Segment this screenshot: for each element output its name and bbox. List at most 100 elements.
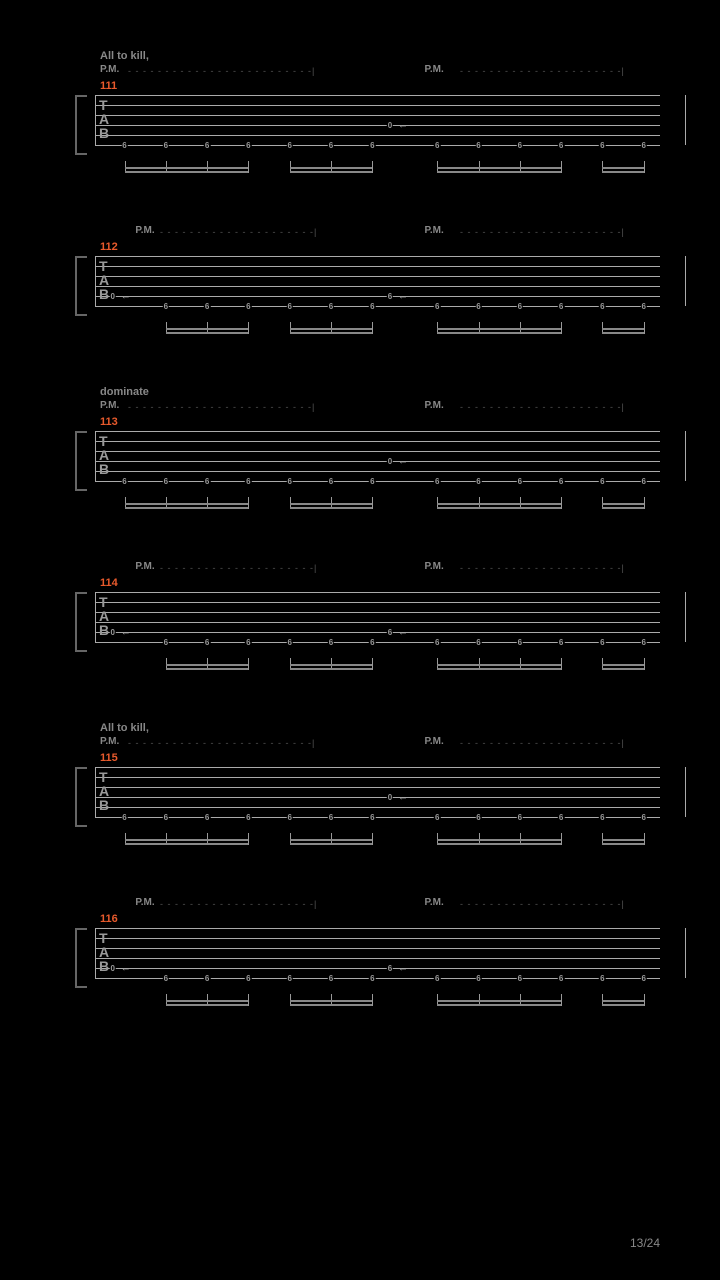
palm-mute-dashes: - - - - - - - - - - - - - - - - - - - - … [460, 66, 625, 76]
staff-lines [95, 256, 660, 306]
fret-number: 6 [121, 813, 127, 822]
fret-number: 6 [286, 477, 292, 486]
fret-number: 6 [163, 974, 169, 983]
fret-number: 6 [599, 974, 605, 983]
fret-number: 6 [434, 638, 440, 647]
measure-block: dominate P.M.- - - - - - - - - - - - - - … [55, 386, 660, 513]
fret-number: 6 [599, 477, 605, 486]
fret-number: 6 [369, 813, 375, 822]
fret-number: 0 [387, 793, 393, 802]
fret-number: 6 [434, 302, 440, 311]
fret-number: 6 [434, 141, 440, 150]
fret-number: 6 [640, 974, 646, 983]
staff-bracket [75, 256, 87, 316]
measure-block: P.M. - - - - - - - - - - - - - - - - - - … [55, 561, 660, 674]
slide-arrow: ← [398, 792, 408, 803]
slide-arrow: ← [398, 120, 408, 131]
measure-number: 113 [100, 416, 660, 428]
fret-number: 6 [369, 974, 375, 983]
fret-number: 6 [245, 974, 251, 983]
measure-number: 116 [100, 913, 660, 925]
fret-number: 6 [245, 638, 251, 647]
fret-number: 6 [245, 477, 251, 486]
fret-number: 6 [204, 302, 210, 311]
staff-lines [95, 928, 660, 978]
lyric-text: dominate [100, 386, 660, 398]
fret-number: 6 [121, 141, 127, 150]
tab-clef-letter: B [99, 125, 109, 141]
slide-arrow: ← [398, 963, 408, 974]
fret-number: 6 [599, 302, 605, 311]
palm-mute-row: P.M.- - - - - - - - - - - - - - - - - - … [100, 400, 660, 416]
fret-number: 6 [434, 813, 440, 822]
fret-number: 6 [475, 302, 481, 311]
palm-mute-label: P.M. [135, 225, 154, 236]
fret-number: 6 [475, 141, 481, 150]
palm-mute-label: P.M. [100, 736, 119, 747]
lyric-text: All to kill, [100, 50, 660, 62]
fret-number: 6 [517, 813, 523, 822]
palm-mute-label: P.M. [425, 561, 444, 572]
fret-number: 6 [387, 628, 393, 637]
fret-number: 6 [475, 477, 481, 486]
slide-arrow: ← [121, 627, 131, 638]
fret-number: 6 [328, 638, 334, 647]
staff-bracket [75, 431, 87, 491]
tab-staff: TAB6666666666660←6← [75, 928, 660, 988]
fret-number: 6 [640, 477, 646, 486]
tab-clef-letter: B [99, 797, 109, 813]
staff-lines [95, 767, 660, 817]
palm-mute-dashes: - - - - - - - - - - - - - - - - - - - - … [128, 66, 315, 76]
fret-number: 6 [163, 477, 169, 486]
fret-number: 6 [640, 813, 646, 822]
palm-mute-label: P.M. [100, 400, 119, 411]
tab-staff: TAB6666666666660←6← [75, 256, 660, 316]
palm-mute-dashes: - - - - - - - - - - - - - - - - - - - - … [460, 227, 625, 237]
tab-staff: TAB66666666666660← [75, 767, 660, 827]
fret-number: 6 [245, 141, 251, 150]
fret-number: 6 [204, 638, 210, 647]
tab-staff: TAB66666666666660← [75, 95, 660, 155]
measure-number: 114 [100, 577, 660, 589]
measure-block: All to kill, P.M.- - - - - - - - - - - - … [55, 50, 660, 177]
staff-bracket [75, 592, 87, 652]
fret-number: 6 [245, 813, 251, 822]
palm-mute-row: P.M. - - - - - - - - - - - - - - - - - - … [100, 561, 660, 577]
fret-number: 6 [286, 302, 292, 311]
fret-number: 6 [245, 302, 251, 311]
beam-row [95, 318, 660, 338]
fret-number: 6 [517, 302, 523, 311]
fret-number: 6 [517, 477, 523, 486]
palm-mute-dashes: - - - - - - - - - - - - - - - - - - - - … [460, 899, 625, 909]
palm-mute-label: P.M. [135, 561, 154, 572]
palm-mute-row: P.M. - - - - - - - - - - - - - - - - - - … [100, 225, 660, 241]
palm-mute-label: P.M. [425, 225, 444, 236]
tab-clef-letter: B [99, 622, 109, 638]
fret-number: 6 [163, 813, 169, 822]
palm-mute-dashes: - - - - - - - - - - - - - - - - - - - - … [160, 563, 317, 573]
tab-staff: TAB6666666666660←6← [75, 592, 660, 652]
fret-number: 6 [475, 813, 481, 822]
fret-number: 6 [558, 974, 564, 983]
measure-number: 115 [100, 752, 660, 764]
palm-mute-dashes: - - - - - - - - - - - - - - - - - - - - … [128, 738, 315, 748]
fret-number: 6 [328, 302, 334, 311]
fret-number: 6 [558, 141, 564, 150]
palm-mute-dashes: - - - - - - - - - - - - - - - - - - - - … [160, 227, 317, 237]
fret-number: 0 [109, 964, 115, 973]
tab-page: All to kill, P.M. - - - - - - - - - - - - … [0, 0, 720, 1108]
fret-number: 6 [599, 813, 605, 822]
palm-mute-row: P.M.- - - - - - - - - - - - - - - - - - … [100, 64, 660, 80]
staff-lines [95, 95, 660, 145]
palm-mute-dashes: - - - - - - - - - - - - - - - - - - - - … [460, 563, 625, 573]
staff-bracket [75, 928, 87, 988]
staff-bracket [75, 95, 87, 155]
slide-arrow: ← [121, 291, 131, 302]
fret-number: 6 [517, 974, 523, 983]
fret-number: 6 [434, 974, 440, 983]
palm-mute-label: P.M. [425, 736, 444, 747]
staff-lines [95, 592, 660, 642]
fret-number: 6 [517, 141, 523, 150]
fret-number: 6 [204, 141, 210, 150]
fret-number: 6 [369, 477, 375, 486]
